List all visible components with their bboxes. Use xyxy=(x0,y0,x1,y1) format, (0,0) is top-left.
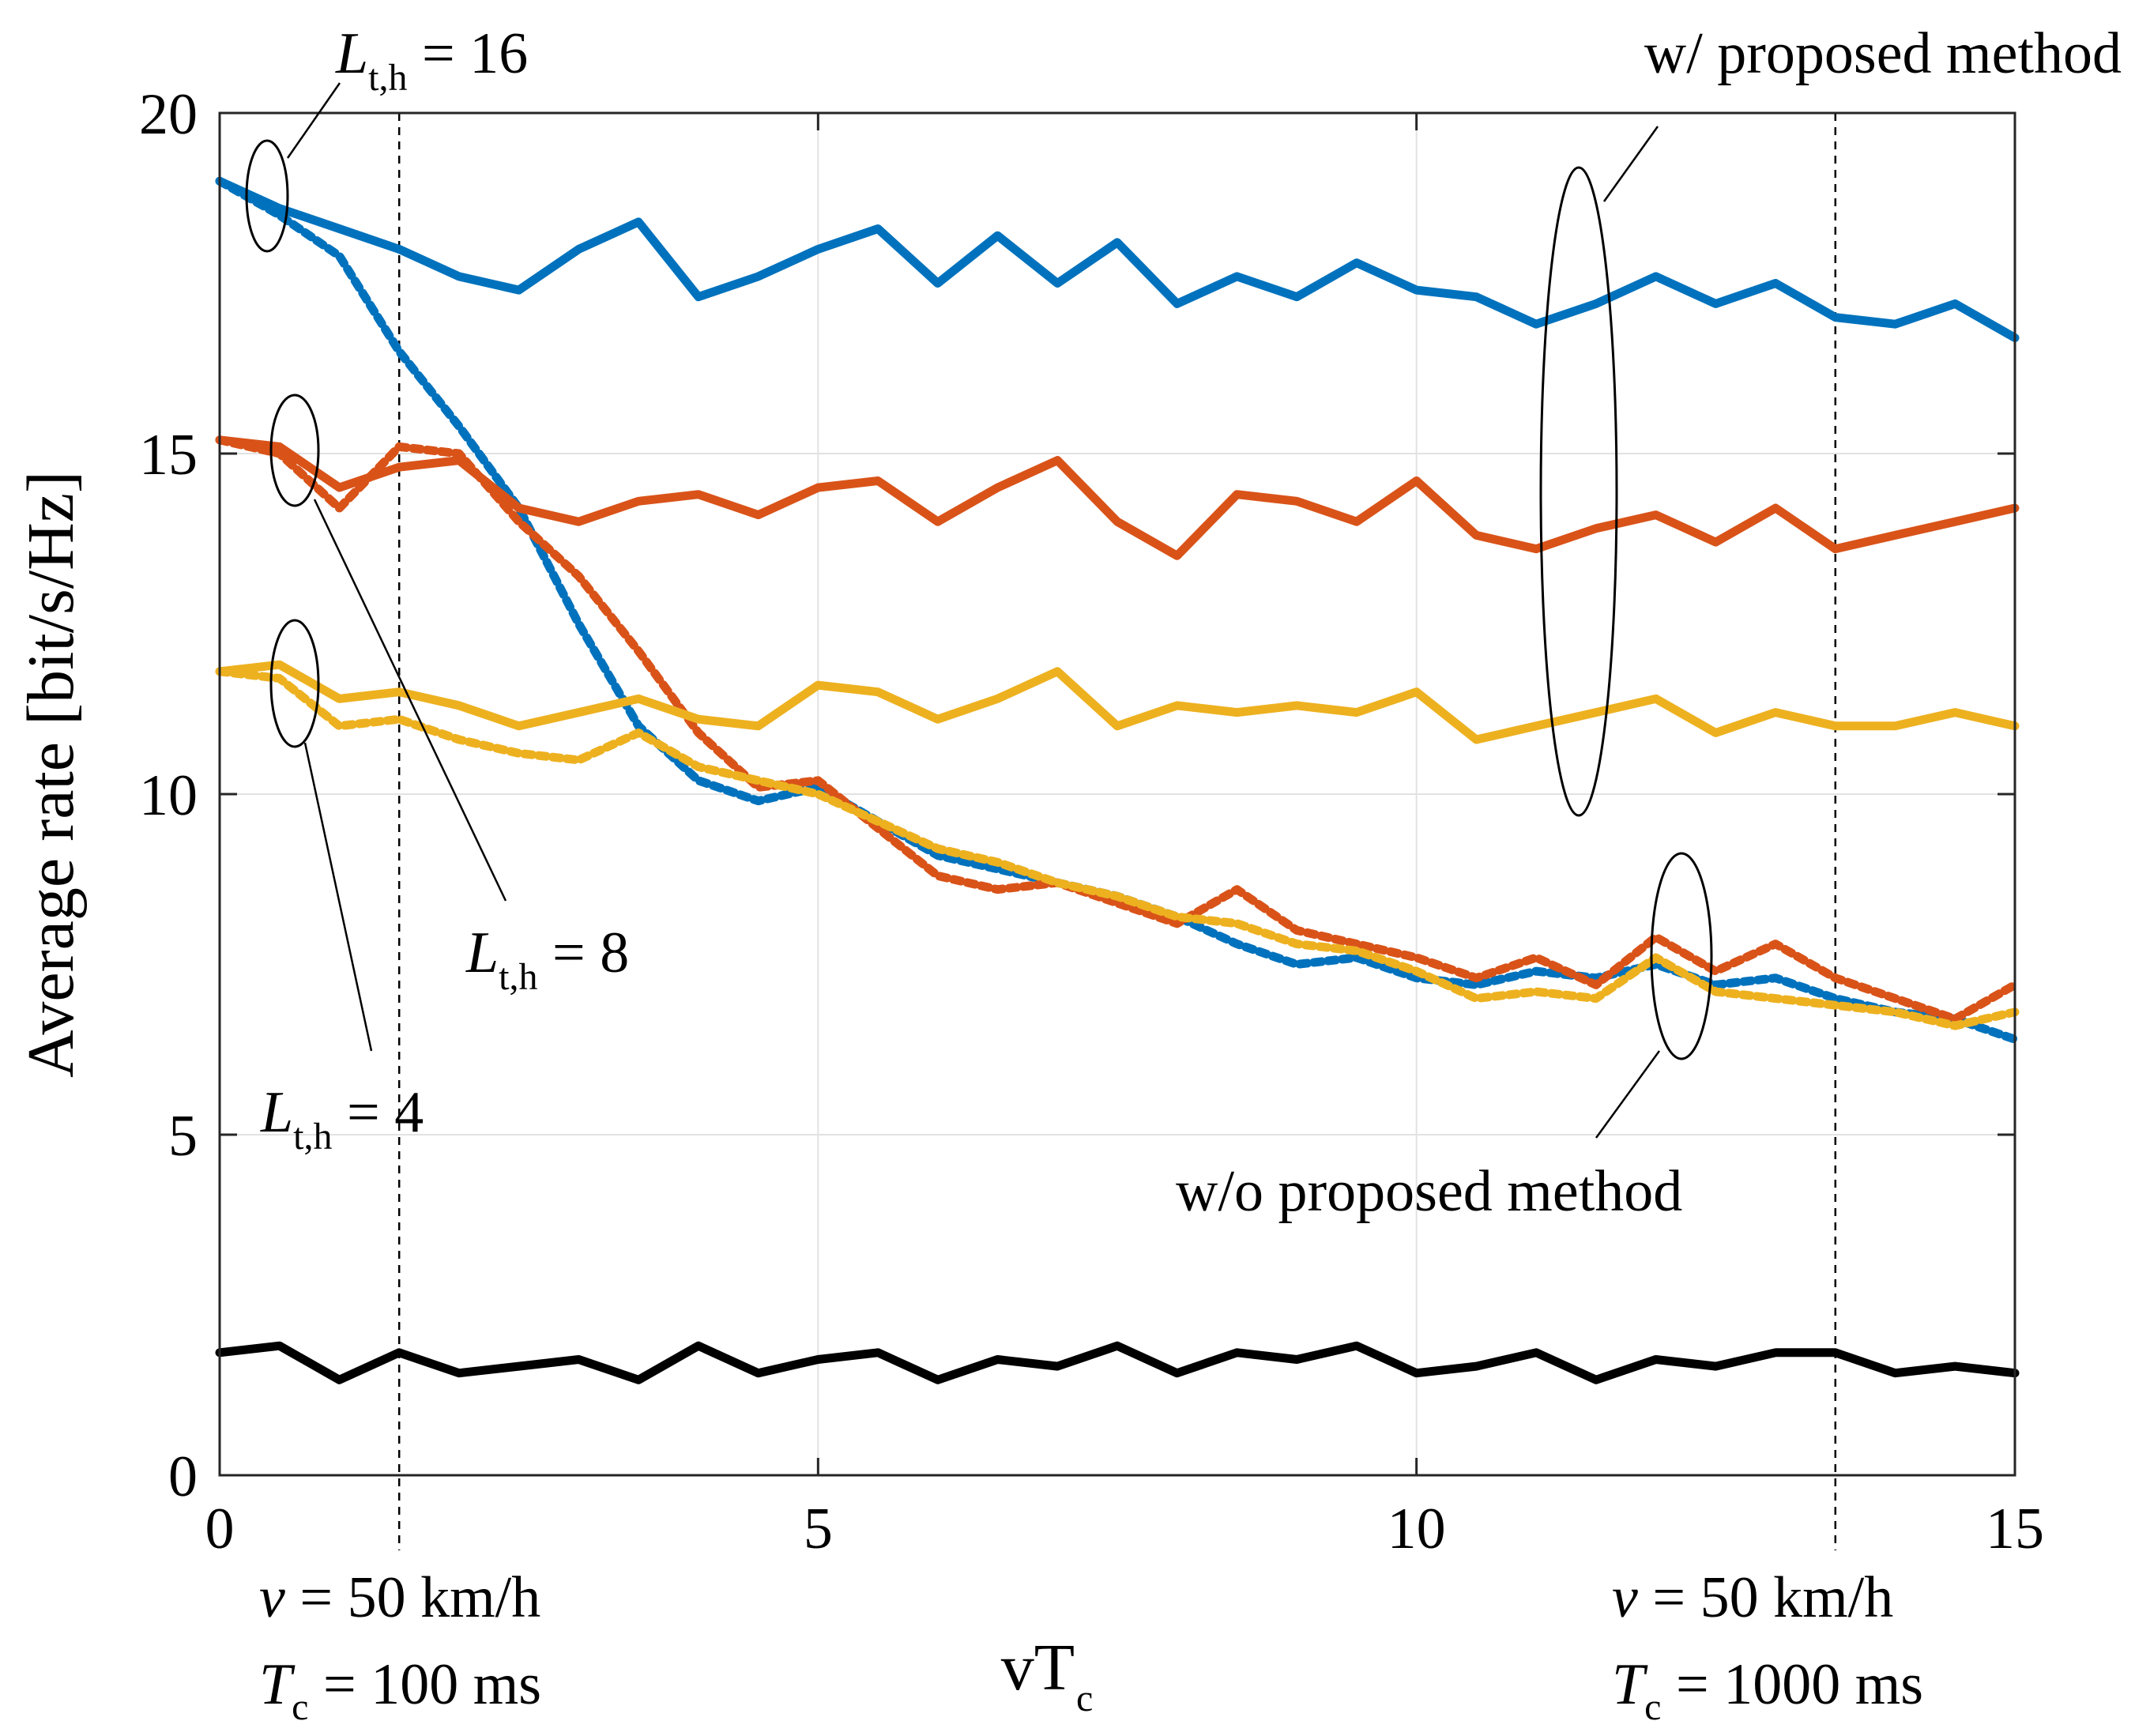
series-line xyxy=(215,660,2020,744)
label-with-method: w/ proposed method xyxy=(1644,21,2122,86)
x-axis-label: vT xyxy=(1001,1631,1075,1704)
label-right-period-rest: = 1000 ms xyxy=(1661,1652,1923,1717)
grid-lines xyxy=(219,112,2016,1476)
x-axis-label-subscript: c xyxy=(1076,1678,1093,1719)
label-right-speed-rest: = 50 km/h xyxy=(1638,1565,1893,1630)
leader-lth4 xyxy=(303,742,373,1052)
label-lth8-sub: t,h xyxy=(499,956,537,998)
label-left-period-sub: c xyxy=(292,1686,308,1728)
label-lth4-sub: t,h xyxy=(293,1116,332,1158)
series-line xyxy=(215,176,2020,342)
leader-with-method xyxy=(1602,126,1659,202)
axis-ticks: 0 5 10 15 0 5 10 15 20 xyxy=(139,82,2044,1561)
label-left-period-rest: = 100 ms xyxy=(308,1652,541,1717)
series-group xyxy=(215,176,2020,1384)
y-tick-label: 0 xyxy=(168,1444,198,1509)
ellipse-lth8 xyxy=(269,394,320,507)
label-left-speed-rest: = 50 km/h xyxy=(285,1565,540,1630)
leader-lth16 xyxy=(286,82,341,159)
series-line xyxy=(215,435,2020,1023)
y-tick-label: 5 xyxy=(168,1104,198,1169)
ellipse-lth4 xyxy=(269,619,320,748)
y-tick-label: 10 xyxy=(139,763,198,828)
ellipse-lth16 xyxy=(245,139,289,253)
x-tick-label: 5 xyxy=(804,1497,833,1561)
label-right-speed: v = 50 km/h xyxy=(1612,1565,1893,1630)
label-lth4-rest: = 4 xyxy=(333,1080,424,1145)
label-right-period: Tc = 1000 ms xyxy=(1612,1652,1923,1728)
series-line xyxy=(215,667,2020,1030)
label-left-period-var: T xyxy=(259,1652,296,1717)
x-axis-label-main: vT xyxy=(1001,1631,1075,1704)
y-tick-label: 15 xyxy=(139,423,198,488)
label-lth4-var: L xyxy=(260,1080,293,1145)
label-lth4: Lt,h = 4 xyxy=(260,1080,424,1158)
label-lth16-var: L xyxy=(335,21,368,86)
series-line xyxy=(215,435,2020,560)
y-axis-label: Average rate [bit/s/Hz] xyxy=(14,471,88,1078)
ellipse-with-method xyxy=(1539,166,1618,817)
label-right-speed-var: v xyxy=(1612,1565,1638,1630)
y-tick-label: 20 xyxy=(139,82,198,147)
label-left-period: Tc = 100 ms xyxy=(259,1652,541,1728)
label-lth16: Lt,h = 16 xyxy=(335,21,528,99)
label-lth16-sub: t,h xyxy=(368,57,407,99)
x-tick-label: 10 xyxy=(1388,1497,1446,1561)
label-lth8-rest: = 8 xyxy=(538,921,630,985)
label-left-speed: v = 50 km/h xyxy=(259,1565,540,1630)
label-lth8-var: L xyxy=(465,921,499,985)
label-lth16-rest: = 16 xyxy=(408,21,529,86)
x-tick-label: 0 xyxy=(205,1497,235,1561)
label-right-period-var: T xyxy=(1612,1652,1648,1717)
leader-lth8 xyxy=(313,499,507,902)
leader-without-method xyxy=(1595,1050,1661,1139)
reference-lines xyxy=(397,113,1837,1550)
label-left-speed-var: v xyxy=(259,1565,285,1630)
annotation-markers xyxy=(245,82,1713,1139)
x-tick-label: 15 xyxy=(1986,1497,2044,1561)
ellipse-without-method xyxy=(1650,852,1713,1060)
label-lth8: Lt,h = 8 xyxy=(465,921,629,998)
series-line xyxy=(215,176,2020,1044)
label-right-period-sub: c xyxy=(1644,1686,1661,1728)
series-line xyxy=(215,1341,2020,1384)
label-without-method: w/o proposed method xyxy=(1176,1159,1682,1224)
